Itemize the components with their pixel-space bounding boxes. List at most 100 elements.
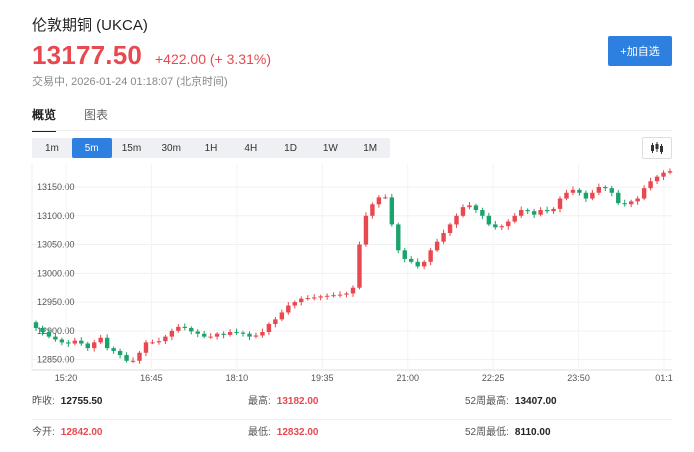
candle-body <box>447 224 453 234</box>
y-tick-label: 12950.00 <box>37 297 75 307</box>
candle-body <box>202 333 207 337</box>
x-tick-label: 23:50 <box>567 373 590 383</box>
candle-body <box>124 355 129 361</box>
candle-body <box>531 211 537 215</box>
candle-body <box>279 312 285 320</box>
candle-body <box>59 339 65 343</box>
candle-body <box>402 250 407 259</box>
candle-body <box>208 336 213 338</box>
candle-body <box>583 192 589 199</box>
candle-body <box>337 294 343 296</box>
candle-body <box>512 215 517 222</box>
candle-body <box>389 197 395 225</box>
candle-body <box>396 224 401 251</box>
candle-body <box>480 210 485 216</box>
view-tabs: 概览 图表 <box>32 106 108 132</box>
candle-body <box>117 351 123 356</box>
candle-body <box>421 261 427 267</box>
candle-body <box>570 189 576 193</box>
period-15m[interactable]: 15m <box>121 142 142 154</box>
candle-body <box>460 207 466 216</box>
candle-body <box>667 171 673 173</box>
candle-body <box>92 342 97 349</box>
x-tick-label: 16:45 <box>140 373 163 383</box>
add-watchlist-button[interactable]: +加自选 <box>608 36 672 66</box>
candle-body <box>344 293 349 295</box>
candle-body <box>227 332 233 335</box>
candle-body <box>654 176 660 182</box>
candle-body <box>538 210 543 215</box>
instrument-title: 伦敦期铜 (UKCA) <box>32 17 148 34</box>
candle-body <box>454 215 459 225</box>
stat-high: 最高: 13182.00 <box>248 396 319 407</box>
candle-body <box>46 332 52 337</box>
candle-body <box>441 233 446 242</box>
candle-body <box>53 336 58 340</box>
candle-body <box>428 250 433 262</box>
tab-overview[interactable]: 概览 <box>32 106 57 132</box>
candle-body <box>376 197 382 205</box>
candle-body <box>363 215 369 245</box>
candle-body <box>467 205 472 208</box>
candle-body <box>72 340 78 344</box>
candle-body <box>622 203 627 205</box>
period-1w[interactable]: 1W <box>322 142 338 154</box>
candle-body <box>350 287 356 294</box>
candle-body <box>383 197 388 199</box>
tab-chart[interactable]: 图表 <box>84 108 109 122</box>
candle-body <box>544 210 550 212</box>
tabs-divider <box>32 130 672 131</box>
stat-prev-close: 昨收: 12755.50 <box>32 396 103 407</box>
x-tick-label: 18:10 <box>226 373 249 383</box>
y-tick-label: 12900.00 <box>37 326 75 336</box>
candle-body <box>234 332 239 334</box>
candle-body <box>292 302 297 306</box>
candle-body <box>661 172 666 177</box>
period-30m[interactable]: 30m <box>161 142 181 154</box>
candle-body <box>473 205 479 211</box>
candle-body <box>590 192 595 199</box>
stat-value: 8110.00 <box>514 427 551 438</box>
stat-value: 12842.00 <box>60 427 103 438</box>
candle-body <box>603 187 608 189</box>
period-selector: 1m 5m 15m 30m 1H 4H 1D 1W 1M <box>32 138 390 158</box>
period-1m[interactable]: 1m <box>44 142 59 154</box>
x-tick-label: 21:00 <box>396 373 419 383</box>
candle-body <box>169 330 175 337</box>
stat-value: 12832.00 <box>276 427 319 438</box>
chart-type-button[interactable] <box>642 137 672 159</box>
candle-body <box>253 335 259 337</box>
period-1h[interactable]: 1H <box>204 142 218 154</box>
stat-value: 13182.00 <box>276 396 319 407</box>
candle-body <box>137 352 142 361</box>
candle-body <box>85 343 90 349</box>
candle-body <box>564 192 569 199</box>
y-tick-label: 13100.00 <box>37 211 75 221</box>
candle-body <box>628 201 634 205</box>
change-amount: +422.00 <box>155 51 206 67</box>
x-tick-label: 19:35 <box>311 373 334 383</box>
candle-body <box>557 198 563 209</box>
period-1mo[interactable]: 1M <box>363 142 378 154</box>
candle-body <box>493 224 498 228</box>
stat-value: 13407.00 <box>514 396 557 407</box>
candle-body <box>286 305 291 313</box>
candle-body <box>616 192 621 204</box>
candle-body <box>499 226 504 228</box>
period-1d[interactable]: 1D <box>284 142 297 154</box>
candle-body <box>98 337 103 343</box>
price-chart: 12850.00 12900.00 12950.00 13000.00 13050.00… <box>31 164 673 383</box>
stat-52w-high: 52周最高: 13407.00 <box>465 396 557 407</box>
stat-value: 12755.50 <box>60 396 103 407</box>
candle-body <box>331 295 336 297</box>
y-tick-label: 13150.00 <box>37 182 75 192</box>
period-5m[interactable]: 5m <box>71 138 112 158</box>
candle-body <box>176 326 181 331</box>
candlestick-icon <box>651 142 663 154</box>
candle-body <box>111 348 116 352</box>
candle-body <box>596 187 602 193</box>
candle-body <box>324 295 330 297</box>
y-tick-label: 13000.00 <box>37 268 75 278</box>
period-4h[interactable]: 4H <box>244 142 258 154</box>
x-tick-label: 01:1 <box>655 373 673 383</box>
